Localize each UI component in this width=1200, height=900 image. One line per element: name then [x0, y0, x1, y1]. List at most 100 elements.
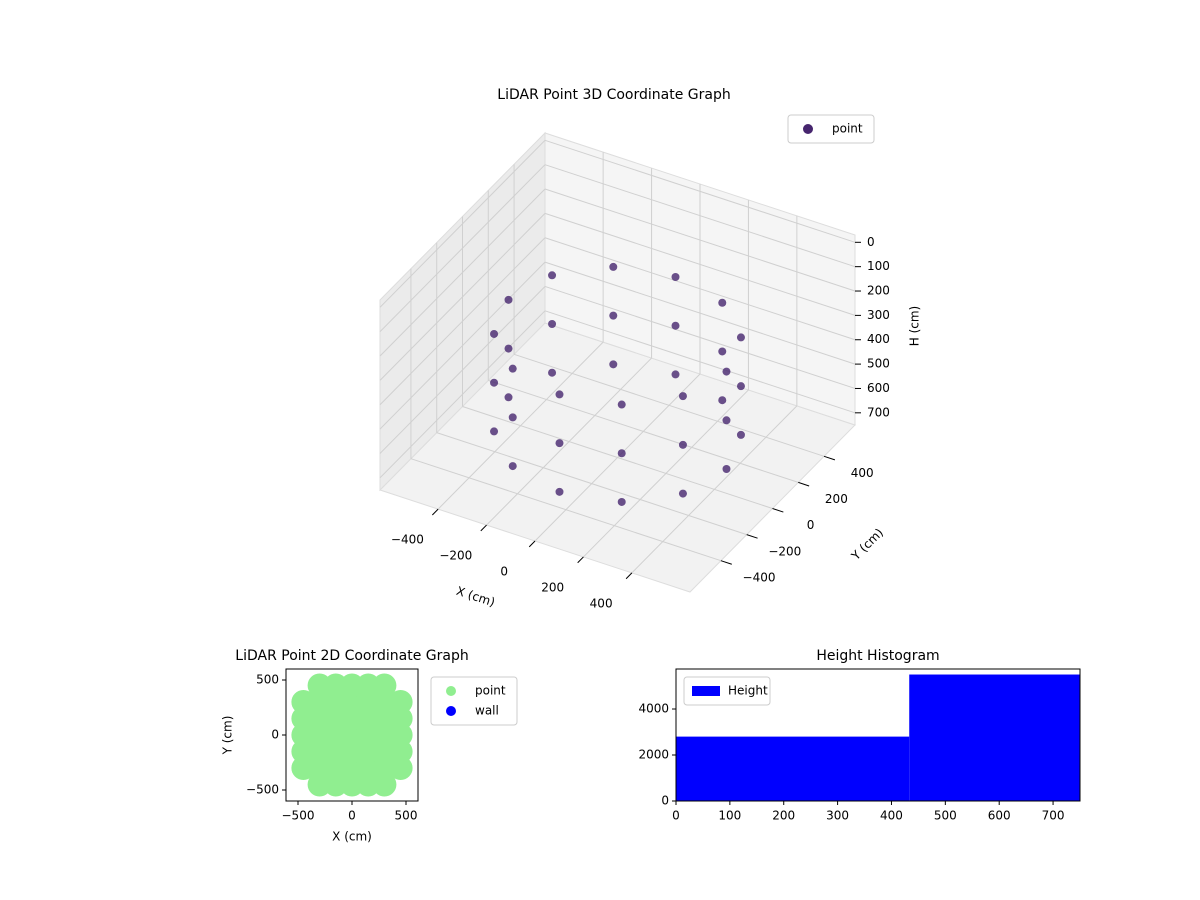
y-tick-label: −500 [246, 783, 279, 797]
y-tick-label: 0 [661, 794, 669, 808]
point [388, 756, 413, 780]
point [504, 344, 513, 353]
tick-mark [480, 524, 487, 532]
point [609, 262, 618, 271]
grid-line [544, 237, 856, 341]
legend-marker [692, 686, 720, 696]
point [722, 416, 731, 425]
grid-line [379, 261, 546, 430]
point [490, 329, 499, 338]
x-tick-label: 0 [672, 809, 680, 823]
grid-line [410, 458, 722, 562]
legend-marker [446, 686, 456, 696]
point [722, 367, 731, 376]
legend-box [787, 114, 875, 144]
point [736, 333, 745, 342]
bar [909, 674, 1080, 801]
point [388, 690, 413, 714]
point [678, 392, 687, 401]
point [508, 462, 517, 471]
point [372, 673, 397, 698]
point [548, 319, 557, 328]
point [548, 368, 557, 377]
point [490, 378, 499, 387]
x-tick-label: 500 [934, 809, 957, 823]
z-tick-label: 700 [867, 405, 890, 419]
grid-line [544, 188, 856, 292]
point [609, 311, 618, 320]
grid-line [544, 261, 856, 365]
tick-mark [798, 481, 810, 487]
point [617, 449, 626, 458]
grid-line [379, 164, 546, 333]
x-tick-label: −200 [439, 549, 472, 563]
y-axis-label: Y (cm) [221, 716, 235, 756]
point [671, 272, 680, 281]
z-tick-label: 600 [867, 381, 890, 395]
point [388, 723, 413, 747]
tick-mark [720, 560, 732, 565]
z-axis-label: H (cm) [908, 306, 922, 347]
plot-area [291, 673, 413, 797]
point [388, 706, 413, 731]
point [718, 396, 727, 405]
point [372, 772, 397, 797]
legend-label: point [832, 122, 863, 136]
y-tick-label: 4000 [638, 702, 669, 716]
z-tick-label: 500 [867, 357, 890, 371]
z-tick-label: 400 [867, 332, 890, 346]
point [504, 295, 513, 304]
grid-line [379, 237, 546, 406]
x-tick-label: 400 [880, 809, 903, 823]
tick-mark [746, 534, 758, 539]
z-tick-label: 300 [867, 308, 890, 322]
point [671, 321, 680, 330]
x-tick-label: 300 [826, 809, 849, 823]
legend-label: Height [728, 684, 768, 698]
x-tick-label: 0 [500, 565, 508, 579]
y-axis-label: Y (cm) [848, 526, 886, 564]
point [490, 427, 499, 436]
legend-marker [803, 124, 813, 134]
legend-label: wall [475, 704, 499, 718]
x-tick-label: −400 [391, 533, 424, 547]
grid-line [513, 353, 825, 457]
x-axis-label: X (cm) [455, 584, 497, 610]
x-tick-label: 500 [395, 809, 418, 823]
x-tick-label: 700 [1042, 809, 1065, 823]
tick-mark [577, 556, 584, 564]
z-tick-label: 100 [867, 259, 890, 273]
tick-mark [431, 508, 439, 516]
point [504, 393, 513, 402]
point [617, 400, 626, 409]
point [722, 465, 731, 474]
legend-label: point [475, 684, 506, 698]
chart-title: LiDAR Point 3D Coordinate Graph [497, 87, 730, 103]
x-tick-label: 200 [541, 580, 564, 594]
grid-line [544, 285, 856, 389]
point [508, 364, 517, 373]
axes-frame [675, 668, 1081, 802]
point [508, 413, 517, 422]
grid-line [462, 406, 773, 509]
point [736, 382, 745, 391]
point [718, 298, 727, 307]
point [671, 370, 680, 379]
grid-line [379, 139, 546, 308]
x-tick-label: 200 [772, 809, 795, 823]
x-axis-label: X (cm) [332, 830, 372, 844]
y-tick-label: 500 [256, 673, 279, 687]
grid-line [544, 212, 856, 316]
point [736, 430, 745, 439]
point [388, 739, 413, 764]
axes-frame [285, 668, 419, 802]
tick-mark [823, 455, 836, 461]
legend-marker [446, 706, 456, 716]
grid-line [379, 188, 546, 357]
z-tick-label: 0 [867, 235, 875, 249]
grid-line [436, 432, 747, 536]
y-tick-label: 0 [807, 518, 815, 532]
tick-mark [528, 540, 536, 548]
point [555, 390, 564, 399]
z-tick-label: 200 [867, 284, 890, 298]
